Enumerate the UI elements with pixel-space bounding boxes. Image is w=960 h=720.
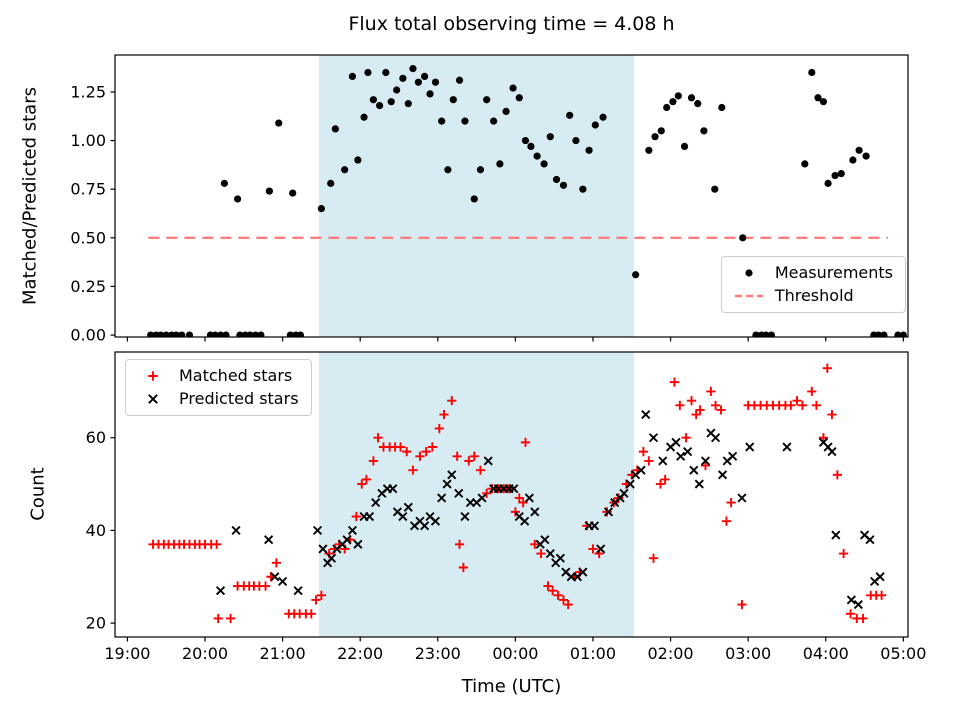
x-tick-label: 05:00 — [880, 644, 926, 663]
predicted-stars-x-icon — [148, 394, 158, 404]
x-tick-label: 23:00 — [415, 644, 461, 663]
shaded-region — [319, 55, 635, 337]
legend-item-measurements: Measurements — [734, 265, 893, 281]
plot-area-0 — [147, 55, 907, 337]
legend-item-matched-stars: Matched stars — [138, 368, 299, 384]
x-axis-label: Time (UTC) — [461, 676, 562, 697]
threshold-dashed-line-icon — [734, 294, 763, 298]
axes-frame — [114, 351, 909, 638]
x-tick-label: 03:00 — [725, 644, 771, 663]
y-tick-label: 0.25 — [70, 277, 106, 296]
y-tick-label: 0.75 — [70, 180, 106, 199]
x-tick-label: 02:00 — [648, 644, 694, 663]
bottom-y-axis-label: Count — [27, 467, 49, 521]
plot-area-1 — [148, 352, 887, 637]
legend-label-threshold: Threshold — [774, 286, 854, 305]
shaded-region — [319, 352, 635, 637]
x-tick-label: 21:00 — [260, 644, 306, 663]
y-tick-label: 0.00 — [70, 326, 106, 345]
top-y-axis-label: Matched/Predicted stars — [19, 87, 41, 305]
y-tick-label: 40 — [86, 521, 106, 540]
legend-label-matched-stars: Matched stars — [179, 366, 293, 385]
measurements-series — [147, 65, 907, 337]
x-tick-label: 04:00 — [803, 644, 849, 663]
x-tick-label: 19:00 — [104, 644, 150, 663]
top-legend: Measurements Threshold — [720, 256, 906, 313]
legend-label-predicted-stars: Predicted stars — [179, 389, 299, 408]
x-tick-label: 22:00 — [337, 644, 383, 663]
legend-item-threshold: Threshold — [734, 288, 893, 304]
y-tick-label: 60 — [86, 428, 106, 447]
predicted-stars-series — [215, 409, 885, 610]
y-tick-label: 20 — [86, 614, 106, 633]
matched-stars-plus-icon — [148, 371, 158, 381]
y-tick-label: 1.00 — [70, 131, 106, 150]
legend-item-predicted-stars: Predicted stars — [138, 391, 299, 407]
measurements-dot-icon — [745, 269, 753, 277]
y-tick-label: 0.50 — [70, 228, 106, 247]
y-tick-label: 1.25 — [70, 82, 106, 101]
bottom-legend: Matched stars Predicted stars — [125, 359, 312, 416]
x-tick-label: 20:00 — [182, 644, 228, 663]
axes-frame — [114, 54, 909, 338]
x-tick-label: 01:00 — [570, 644, 616, 663]
legend-label-measurements: Measurements — [774, 263, 893, 282]
chart-title: Flux total observing time = 4.08 h — [348, 13, 675, 35]
x-tick-label: 00:00 — [492, 644, 538, 663]
